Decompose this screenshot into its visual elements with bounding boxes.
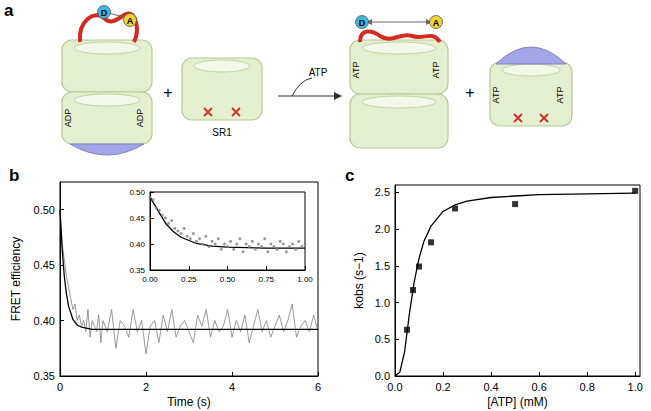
svg-text:0.35: 0.35	[34, 370, 55, 382]
svg-text:0.25: 0.25	[181, 275, 197, 284]
svg-text:0.40: 0.40	[129, 240, 145, 249]
svg-text:+: +	[465, 84, 474, 101]
svg-text:0.4: 0.4	[483, 381, 498, 393]
svg-text:A: A	[433, 18, 440, 28]
svg-text:FRET efficiency: FRET efficiency	[9, 237, 23, 321]
svg-text:0.0: 0.0	[387, 381, 402, 393]
svg-text:0.8: 0.8	[580, 381, 595, 393]
svg-text:0.5: 0.5	[375, 333, 390, 345]
svg-text:2: 2	[143, 381, 149, 393]
svg-text:D: D	[359, 18, 366, 28]
svg-text:1.0: 1.0	[628, 381, 643, 393]
svg-text:D: D	[101, 8, 108, 18]
svg-text:0.45: 0.45	[129, 214, 145, 223]
svg-text:+: +	[163, 84, 172, 101]
svg-text:2.5: 2.5	[375, 186, 390, 198]
svg-text:0.50: 0.50	[34, 204, 55, 216]
svg-text:0.45: 0.45	[34, 259, 55, 271]
svg-text:0.00: 0.00	[142, 275, 158, 284]
svg-text:ATP: ATP	[309, 67, 328, 78]
svg-text:b: b	[9, 166, 19, 185]
svg-text:[ATP] (mM): [ATP] (mM)	[487, 395, 547, 409]
svg-text:0.0: 0.0	[374, 370, 390, 382]
svg-text:1.0: 1.0	[375, 297, 390, 309]
svg-text:kobs (s−1): kobs (s−1)	[352, 252, 366, 308]
svg-text:A: A	[127, 16, 134, 26]
svg-text:SR1: SR1	[212, 127, 232, 138]
svg-text:0.50: 0.50	[220, 275, 236, 284]
svg-text:0.2: 0.2	[435, 381, 450, 393]
svg-text:a: a	[4, 1, 14, 20]
svg-text:ADP: ADP	[135, 109, 145, 128]
svg-text:1.5: 1.5	[375, 260, 390, 272]
svg-text:0.6: 0.6	[531, 381, 546, 393]
svg-text:Time (s): Time (s)	[167, 395, 211, 409]
svg-text:c: c	[345, 166, 354, 185]
svg-text:2.0: 2.0	[375, 223, 390, 235]
svg-text:ATP: ATP	[431, 62, 441, 79]
svg-text:ATP: ATP	[555, 87, 565, 104]
svg-text:0.40: 0.40	[34, 315, 55, 327]
svg-text:0.75: 0.75	[258, 275, 274, 284]
svg-text:4: 4	[229, 381, 235, 393]
svg-text:0.35: 0.35	[129, 266, 145, 275]
svg-text:1.00: 1.00	[297, 275, 313, 284]
svg-text:0: 0	[57, 381, 63, 393]
svg-text:ADP: ADP	[63, 109, 73, 128]
svg-text:ATP: ATP	[351, 62, 361, 79]
svg-text:0.50: 0.50	[129, 188, 145, 197]
svg-text:ATP: ATP	[491, 87, 501, 104]
svg-text:6: 6	[315, 381, 321, 393]
